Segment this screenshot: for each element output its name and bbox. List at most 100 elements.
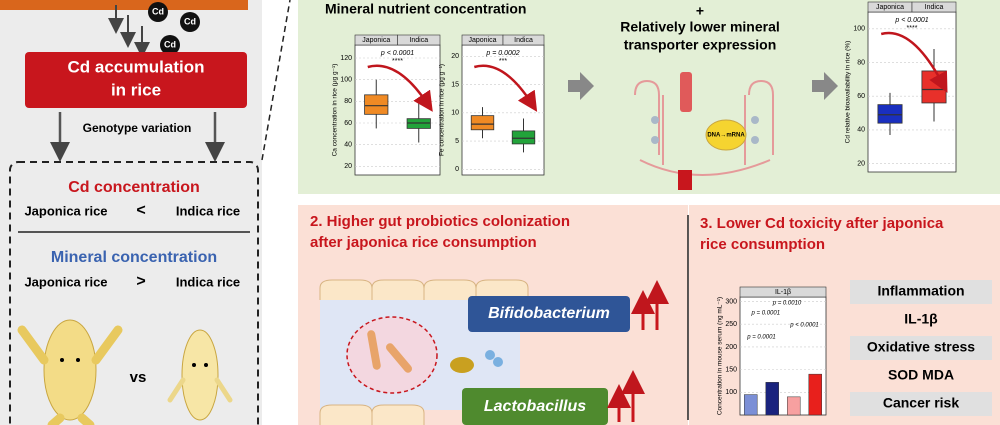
bacterium-box (462, 388, 608, 425)
y-tick-label: 150 (725, 366, 737, 373)
y-tick-label: 250 (725, 321, 737, 328)
plus-sign: + (696, 3, 704, 19)
group-header (397, 34, 441, 46)
stars: **** (392, 58, 403, 65)
row-text: Japonica rice (24, 274, 107, 289)
bar (744, 394, 758, 416)
cd-title: Cd concentration (68, 179, 200, 196)
y-tick-label: 80 (857, 59, 865, 66)
effect-title: Oxidative stress (867, 339, 975, 355)
y-tick-label: 300 (725, 298, 737, 305)
panel-1-title: Mineral nutrient concentration (325, 1, 526, 17)
group-label: Japonica (876, 4, 904, 11)
bar (787, 396, 801, 416)
mineral-title: Mineral concentration (51, 249, 217, 266)
bacterium-label: Lactobacillus (484, 398, 586, 415)
dna-label: DNA→mRNA (707, 133, 745, 139)
row-text: Indica rice (176, 203, 240, 218)
accumulation-box (25, 52, 247, 108)
dashed-box (9, 161, 259, 425)
effect-item: IL-1β (904, 311, 938, 327)
effect-title: Inflammation (877, 283, 964, 299)
row-text: > (136, 273, 145, 290)
y-tick-label: 15 (451, 81, 459, 88)
row-text: Indica rice (176, 274, 240, 289)
box (921, 70, 947, 104)
effect-title: Cancer risk (883, 395, 959, 411)
y-tick-label: 40 (344, 142, 352, 149)
transporter-text: Relatively lower mineral (620, 19, 780, 35)
trend-arrow (367, 64, 433, 112)
effect-boxes: Inflammation IL-1β Oxidative stress SOD MDA… (850, 280, 992, 416)
cd-ions: Cd Cd Cd (108, 2, 200, 58)
panel-2-title: 2. Higher gut probiotics colonization (310, 213, 570, 230)
stars: *** (499, 58, 507, 65)
p-label: p < 0.0001 (789, 323, 819, 329)
p-label: p < 0.0001 (894, 17, 928, 24)
y-axis-label: Fe concentration in rice (μg g⁻¹) (439, 64, 446, 156)
panel-2-title: after japonica rice consumption (310, 234, 537, 251)
transporter-text: transporter expression (624, 37, 777, 53)
effect-header (850, 392, 992, 416)
y-tick-label: 120 (340, 55, 352, 62)
row-text: < (136, 202, 145, 219)
chart-title: IL-1β (775, 289, 791, 296)
vs-text: vs (130, 369, 147, 386)
group-label: Indica (514, 37, 533, 44)
group-label: Japonica (362, 37, 390, 44)
bar (765, 382, 779, 416)
box (470, 115, 495, 131)
gray-arrow (568, 72, 594, 100)
accumulation-text: in rice (111, 80, 161, 99)
cd-ion: Cd (164, 39, 176, 49)
bar (808, 373, 822, 416)
y-tick-label: 10 (451, 110, 459, 117)
effect-header (850, 280, 992, 304)
cd-ion: Cd (184, 16, 196, 26)
y-tick-label: 100 (725, 389, 737, 396)
y-tick-label: 80 (344, 98, 352, 105)
top-box (0, 0, 248, 10)
y-tick-label: 100 (853, 26, 865, 33)
p-label: p = 0.0001 (751, 311, 781, 317)
y-tick-label: 5 (455, 138, 459, 145)
row-text: Japonica rice (24, 203, 107, 218)
cell-illustration (634, 72, 774, 190)
panel-3-title: 3. Lower Cd toxicity after japonica (700, 215, 944, 232)
rice-characters (17, 319, 233, 425)
y-tick-label: 200 (725, 344, 737, 351)
trend-arrow (473, 64, 538, 112)
cd-ion: Cd (152, 6, 164, 16)
panel-3-title: rice consumption (700, 236, 825, 253)
effect-item: SOD MDA (888, 367, 954, 383)
group-label: Indica (925, 4, 944, 11)
y-axis-label: Cd relative bioavailability in rice (%) (845, 41, 852, 144)
y-tick-label: 60 (344, 120, 352, 127)
y-axis-label: Ca concentration in rice (μg g⁻¹) (332, 64, 339, 157)
box (511, 130, 536, 145)
gray-arrow (812, 72, 838, 100)
up-arrows (607, 280, 669, 422)
group-header (502, 34, 545, 46)
bacterium-label: Bifidobacterium (488, 305, 610, 322)
stars: **** (907, 25, 918, 32)
y-tick-label: 20 (451, 53, 459, 60)
p-label: p = 0.0001 (746, 335, 776, 341)
y-tick-label: 20 (344, 163, 352, 170)
p-label: p < 0.0001 (380, 50, 414, 57)
chart-header (739, 286, 827, 298)
group-label: Japonica (468, 37, 496, 44)
box (364, 94, 389, 115)
connector (261, 0, 291, 161)
p-label: p = 0.0002 (485, 50, 519, 57)
accumulation-text: Cd accumulation (68, 57, 205, 76)
bacterium-box (468, 296, 630, 332)
trend-arrow (880, 31, 948, 93)
y-tick-label: 60 (857, 93, 865, 100)
y-tick-label: 100 (340, 77, 352, 84)
box (877, 104, 903, 124)
y-tick-label: 20 (857, 160, 865, 167)
p-label: p = 0.0010 (772, 301, 802, 307)
y-tick-label: 0 (455, 166, 459, 173)
